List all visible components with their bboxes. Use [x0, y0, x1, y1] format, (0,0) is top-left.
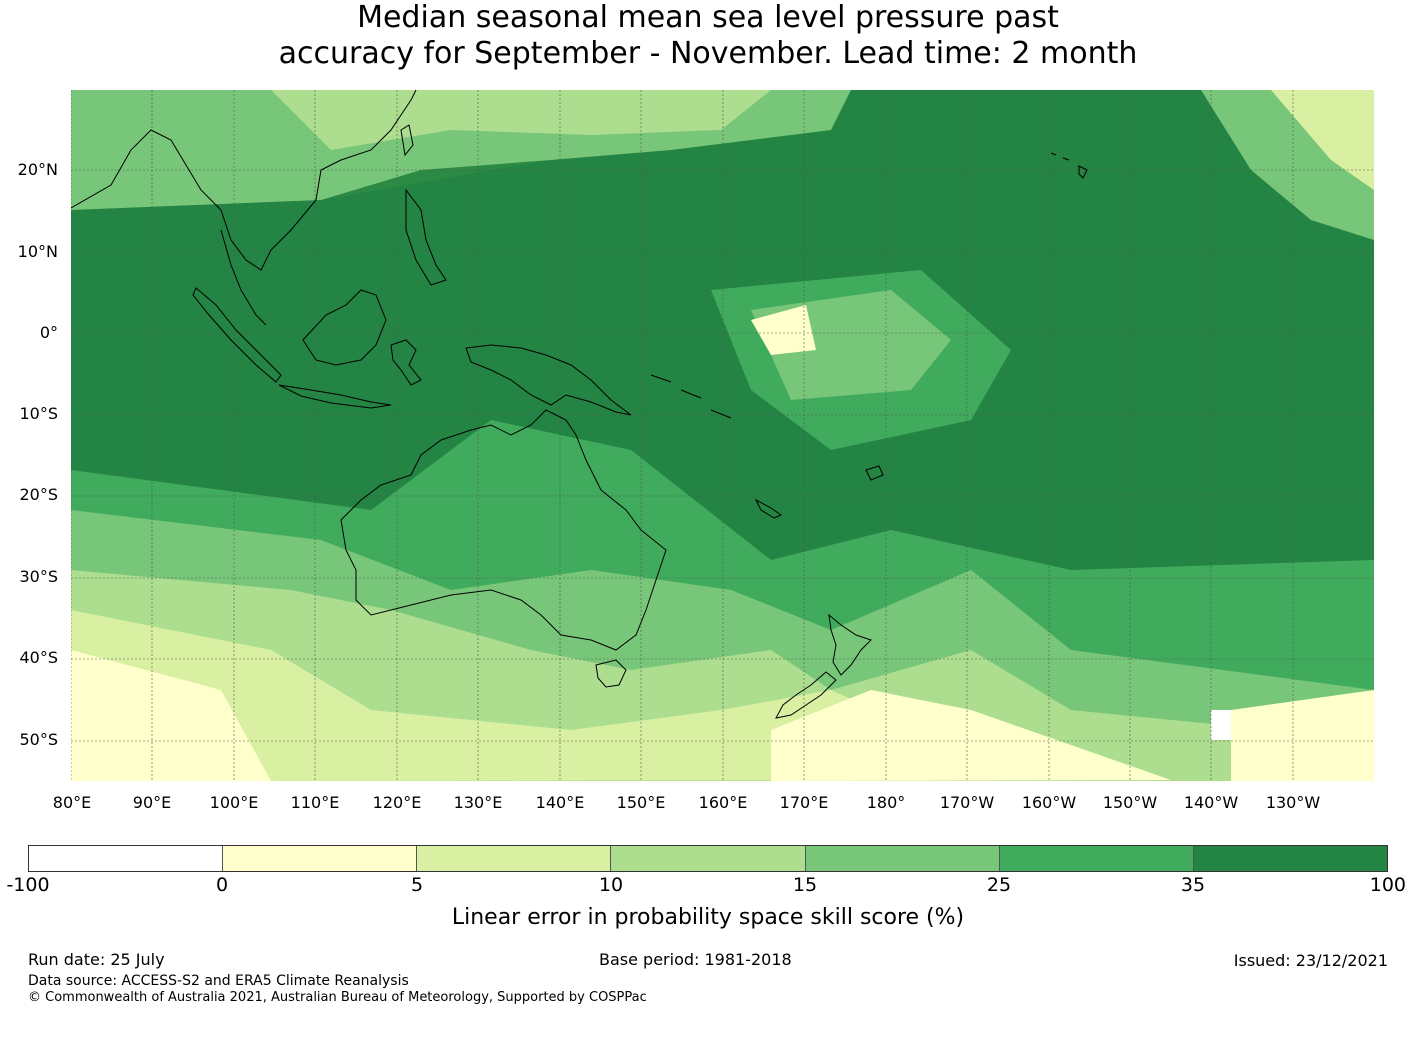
- colorbar-tick-10: 10: [598, 874, 624, 896]
- lon-label-100e: 100°E: [209, 793, 259, 812]
- colorbar-seg-35-100: [1193, 846, 1387, 871]
- field-northeast-lighter: [1271, 90, 1374, 190]
- colorbar-seg-25-35: [999, 846, 1194, 871]
- coast-java: [278, 384, 392, 409]
- field-south-palest: [71, 650, 1374, 781]
- coast-australia: [340, 409, 667, 651]
- lon-label-110e: 110°E: [290, 793, 340, 812]
- coast-sulawesi: [390, 339, 422, 386]
- lat-label-equator: 0°: [39, 323, 58, 342]
- coast-asia-mainland: [71, 90, 417, 271]
- base-period: Base period: 1981-2018: [599, 950, 792, 969]
- map-title: Median seasonal mean sea level pressure …: [0, 0, 1416, 72]
- coast-tasmania: [595, 659, 627, 688]
- field-north-lighter: [271, 90, 771, 150]
- lon-label-120e: 120°E: [372, 793, 422, 812]
- colorbar-seg-5-10: [417, 846, 612, 871]
- lon-label-130e: 130°E: [453, 793, 503, 812]
- lon-label-140e: 140°E: [535, 793, 585, 812]
- title-line-1: Median seasonal mean sea level pressure …: [357, 0, 1059, 35]
- issued-date: Issued: 23/12/2021: [1233, 951, 1388, 970]
- colorbar-tick-35: 35: [1180, 874, 1206, 896]
- coast-new-zealand-north: [828, 613, 872, 676]
- coast-fiji: [865, 465, 884, 481]
- lon-label-80e: 80°E: [52, 793, 92, 812]
- coast-new-guinea: [465, 344, 632, 416]
- lon-label-170w: 170°W: [939, 793, 995, 812]
- title-line-2: accuracy for September - November. Lead …: [278, 36, 1138, 71]
- colorbar-tick-5: 5: [410, 874, 424, 896]
- lon-label-160e: 160°E: [698, 793, 748, 812]
- copyright: © Commonwealth of Australia 2021, Austra…: [28, 990, 647, 1005]
- coast-solomon-islands: [650, 374, 732, 419]
- coast-taiwan: [400, 124, 414, 157]
- lon-label-150w: 150°W: [1102, 793, 1158, 812]
- lon-label-160w: 160°W: [1021, 793, 1077, 812]
- lat-label-10n: 10°N: [17, 242, 58, 261]
- lon-label-90e: 90°E: [132, 793, 172, 812]
- coast-hawaii: [1050, 152, 1088, 179]
- colorbar-tick-15: 15: [792, 874, 818, 896]
- lon-label-140w: 140°W: [1183, 793, 1239, 812]
- lon-label-130w: 130°W: [1265, 793, 1321, 812]
- colorbar-seg-10-15: [611, 846, 806, 871]
- colorbar: [28, 845, 1388, 872]
- colorbar-tick-25: 25: [986, 874, 1012, 896]
- map-gridlines: [71, 90, 1374, 781]
- field-southeast-white: [1211, 710, 1231, 740]
- colorbar-tick-0: 0: [215, 874, 229, 896]
- coast-sumatra: [192, 287, 282, 383]
- lat-label-40s: 40°S: [19, 648, 58, 667]
- lat-label-20n: 20°N: [17, 160, 58, 179]
- lat-label-20s: 20°S: [19, 485, 58, 504]
- colorbar-seg-0-5: [223, 846, 418, 871]
- lon-label-180: 180°: [866, 793, 906, 812]
- lat-label-50s: 50°S: [19, 730, 58, 749]
- coast-malay-peninsula: [220, 229, 267, 326]
- coast-philippines: [405, 188, 447, 286]
- colorbar-tick-neg100: -100: [6, 874, 50, 896]
- colorbar-seg-neg100-0: [29, 846, 224, 871]
- lat-label-10s: 10°S: [19, 404, 58, 423]
- lon-label-150e: 150°E: [616, 793, 666, 812]
- skill-score-map: [71, 90, 1374, 781]
- coast-new-caledonia: [754, 498, 783, 519]
- colorbar-tick-100: 100: [1369, 874, 1406, 896]
- run-date: Run date: 25 July: [28, 950, 165, 969]
- coastlines: [71, 90, 1088, 719]
- colorbar-seg-15-25: [805, 846, 1000, 871]
- map-canvas: [71, 90, 1374, 781]
- lat-label-30s: 30°S: [19, 567, 58, 586]
- field-central-lightest: [751, 305, 816, 355]
- coast-new-zealand-south: [775, 671, 837, 719]
- lon-label-170e: 170°E: [779, 793, 829, 812]
- coast-borneo: [302, 289, 387, 366]
- data-source: Data source: ACCESS-S2 and ERA5 Climate …: [28, 973, 409, 989]
- colorbar-label: Linear error in probability space skill …: [451, 905, 965, 930]
